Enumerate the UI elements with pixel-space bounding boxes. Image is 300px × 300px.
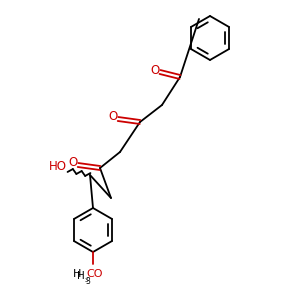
Text: O: O (108, 110, 118, 124)
Text: O: O (68, 157, 78, 169)
Text: O: O (150, 64, 160, 76)
Text: H: H (77, 271, 85, 281)
Text: H: H (73, 269, 81, 279)
Text: CO: CO (86, 269, 103, 279)
Text: ₃: ₃ (84, 274, 88, 284)
Text: HO: HO (49, 160, 67, 173)
Text: 3: 3 (85, 277, 90, 286)
